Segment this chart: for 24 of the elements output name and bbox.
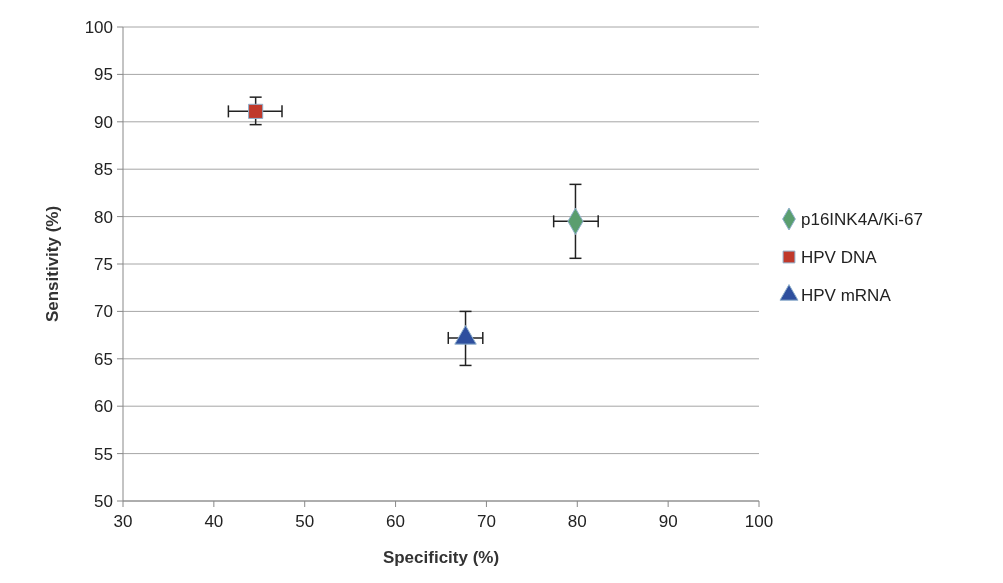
x-axis-title: Specificity (%) <box>382 548 500 567</box>
x-tick-label: 30 <box>113 512 133 531</box>
legend-label: p16INK4A/Ki-67 <box>801 209 923 229</box>
y-tick-label: 95 <box>94 65 113 85</box>
x-tick-label: 40 <box>204 512 224 531</box>
x-tick-label: 90 <box>658 512 678 531</box>
y-tick-label: 60 <box>94 397 113 417</box>
y-tick-label: 80 <box>94 207 113 227</box>
y-axis-title: Sensitivity (%) <box>43 205 62 323</box>
x-tick-label: 100 <box>744 512 774 531</box>
y-tick-label: 90 <box>94 112 113 132</box>
x-tick-label: 80 <box>567 512 587 531</box>
x-tick-label: 70 <box>476 512 496 531</box>
y-tick-label: 55 <box>94 444 113 464</box>
y-tick-label: 85 <box>94 160 113 180</box>
y-tick-label: 70 <box>94 302 113 322</box>
x-tick-label: 60 <box>386 512 406 531</box>
x-tick-label: 50 <box>295 512 315 531</box>
y-tick-label: 100 <box>84 17 113 37</box>
legend-label: HPV mRNA <box>801 285 892 305</box>
legend-label: HPV DNA <box>801 247 878 267</box>
y-tick-label: 65 <box>94 349 113 369</box>
y-tick-label: 75 <box>94 254 113 274</box>
y-tick-label: 50 <box>94 491 113 511</box>
